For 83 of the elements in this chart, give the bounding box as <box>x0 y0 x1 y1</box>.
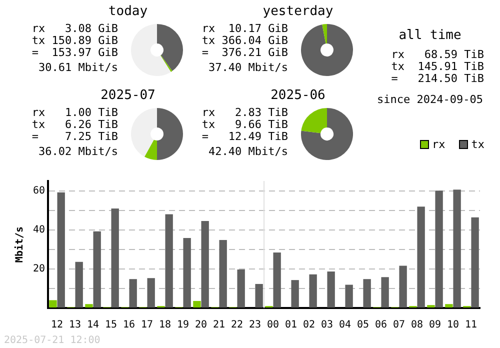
x-tick-label: 07 <box>392 320 406 331</box>
text: tx 150.89 GiB <box>30 34 118 47</box>
x-tick-label: 16 <box>123 320 136 331</box>
bar <box>111 208 119 308</box>
x-tick-label: 02 <box>302 320 316 331</box>
bar <box>147 278 155 308</box>
x-tick-label: 22 <box>231 320 244 331</box>
bar <box>165 214 173 308</box>
bar <box>183 238 191 308</box>
bar <box>219 240 227 308</box>
x-tick-label: 19 <box>177 320 190 331</box>
text: = 153.97 GiB <box>30 46 118 59</box>
y-tick-label: 60 <box>32 185 46 196</box>
x-tick-label: 17 <box>141 320 154 331</box>
legend-label: tx <box>470 138 484 151</box>
chart-title: 2025-06 <box>270 88 326 103</box>
text: 36.02 Mbit/s <box>38 145 118 158</box>
x-tick-label: 01 <box>284 320 298 331</box>
chart-title: yesterday <box>262 4 334 19</box>
bar <box>435 190 443 308</box>
text: 37.40 Mbit/s <box>208 61 288 74</box>
y-tick-label: 20 <box>32 264 46 275</box>
bar <box>291 280 299 308</box>
x-tick-label: 14 <box>87 320 100 331</box>
bar <box>417 206 425 308</box>
bar <box>399 266 407 308</box>
x-tick-label: 21 <box>213 320 226 331</box>
bar <box>201 221 209 308</box>
text: rx 68.59 TiB <box>390 48 484 61</box>
x-tick-label: 20 <box>195 320 208 331</box>
x-tick-label: 15 <box>105 320 118 331</box>
text: tx 6.26 TiB <box>30 118 118 131</box>
bar <box>327 271 335 308</box>
bar <box>93 231 101 308</box>
x-tick-label: 11 <box>464 320 478 331</box>
bar <box>453 190 461 308</box>
text: = 376.21 GiB <box>200 46 288 59</box>
legend-label: rx <box>431 138 446 151</box>
bar <box>471 217 479 308</box>
bar <box>381 277 389 308</box>
text: = 214.50 TiB <box>390 72 484 85</box>
bar <box>129 279 137 308</box>
y-tick-label: 40 <box>32 224 46 236</box>
x-tick-label: 12 <box>51 320 64 331</box>
bar <box>255 284 263 308</box>
x-tick-label: 13 <box>69 320 82 331</box>
text: rx 1.00 TiB <box>30 106 118 119</box>
x-tick-label: 23 <box>249 320 262 331</box>
y-axis-title: Mbit/s <box>14 226 26 263</box>
text: all time <box>398 28 462 43</box>
bar <box>237 270 245 308</box>
x-tick-label: 05 <box>356 320 370 331</box>
x-tick-label: 04 <box>338 320 352 331</box>
text: tx 145.91 TiB <box>390 60 484 73</box>
text: since 2024-09-05 <box>376 93 484 106</box>
bar <box>193 300 201 308</box>
chart-title: 2025-07 <box>100 88 156 103</box>
x-tick-label: 18 <box>159 320 172 331</box>
text: = 7.25 TiB <box>30 130 118 143</box>
chart-title: today <box>107 4 149 19</box>
bar <box>85 304 93 308</box>
x-tick-label: 09 <box>428 320 442 331</box>
text: rx 10.17 GiB <box>200 22 288 35</box>
text: rx 2.83 TiB <box>200 106 288 119</box>
x-tick-label: 10 <box>446 320 460 331</box>
x-tick-label: 08 <box>410 320 424 331</box>
bar <box>75 262 83 308</box>
text: = 12.49 TiB <box>200 130 288 143</box>
bar <box>309 274 317 308</box>
bar <box>273 252 281 308</box>
text: 30.61 Mbit/s <box>38 61 118 74</box>
text: tx 366.04 GiB <box>200 34 288 47</box>
x-tick-label: 00 <box>266 320 280 331</box>
text: rx 3.08 GiB <box>30 22 118 35</box>
bar <box>345 284 353 308</box>
bar <box>57 192 65 308</box>
x-tick-label: 03 <box>320 320 334 331</box>
text: tx 9.66 TiB <box>200 118 288 131</box>
bar <box>445 304 453 308</box>
x-tick-label: 06 <box>374 320 388 331</box>
bar <box>363 279 371 308</box>
text: 42.40 Mbit/s <box>208 145 288 158</box>
bar <box>49 300 57 308</box>
